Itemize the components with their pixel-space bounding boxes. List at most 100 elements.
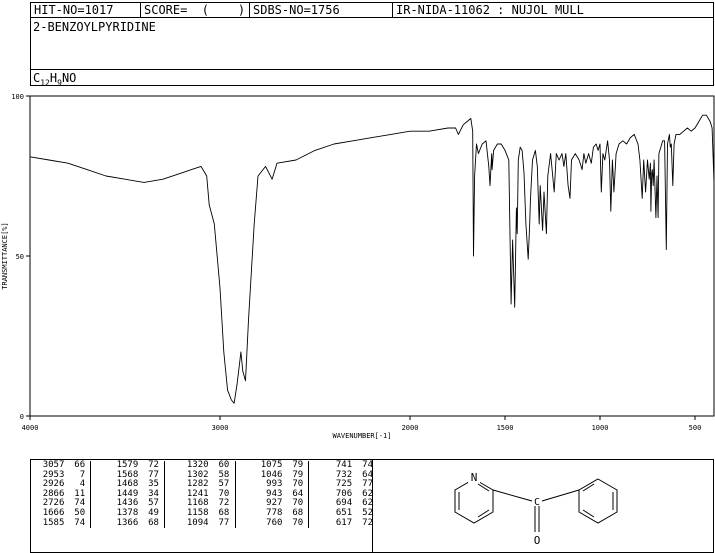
peak-wavenumber: 1241 [186,488,209,499]
peak-transmittance: 57 [148,498,159,509]
peak-wavenumber: 1585 [42,517,65,528]
peak-transmittance: 72 [218,498,230,509]
peak-table-row: 1666 50 1378 49 1158 68 778 68 651 52 [30,507,373,519]
peak-table-separator [229,499,236,509]
peak-transmittance: 77 [362,479,373,490]
sdbs-number: SDBS-NO=1756 [253,3,340,17]
peak-wavenumber: 2866 [42,488,65,499]
peak-table-separator [303,480,310,490]
peak-wavenumber: 1378 [116,507,139,518]
plot-frame [29,95,715,417]
peak-transmittance: 64 [362,469,373,480]
peak-table-separator [85,518,92,529]
peak-transmittance: 57 [218,479,230,490]
peak-wavenumber: 1282 [186,479,209,490]
peak-wavenumber: 1094 [186,517,209,528]
peak-wavenumber: 1075 [260,460,283,470]
header-bar [30,2,714,18]
peak-table-separator [85,470,92,481]
peak-wavenumber: 1449 [116,488,139,499]
carbon-label: C [534,497,540,508]
x-tick-label-500: 500 [689,424,702,432]
peak-transmittance: 58 [218,469,230,480]
peak-table-separator [158,518,166,529]
peak-transmittance: 72 [362,517,373,528]
y-tick-label-100: 100 [11,93,24,101]
x-tick-label-2000: 2000 [402,424,419,432]
peak-table-separator [158,461,166,471]
ir-spectrum-chart: 4000 3000 2000 1500 1000 500 0 50 100 WAVENUMBER[… [1,93,715,440]
peak-transmittance: 60 [218,460,230,470]
peak-transmittance: 62 [362,488,373,499]
formula-box [30,69,714,86]
compound-name: 2-BENZOYLPYRIDINE [33,20,156,34]
peak-table-separator [303,499,310,509]
peak-wavenumber: 1666 [42,507,65,518]
header-divider-1 [140,2,141,18]
peak-wavenumber: 760 [266,517,283,528]
score: SCORE= ( ) [144,3,246,17]
peak-transmittance: 74 [362,460,373,470]
peak-wavenumber: 1320 [186,460,209,470]
x-tick-label-1500: 1500 [497,424,514,432]
peak-transmittance: 72 [148,460,159,470]
peak-table-row: 2866 11 1449 34 1241 70 943 64 706 62 [30,488,373,500]
peak-table-row: 2953 7 1568 77 1302 58 1046 79 732 64 [30,469,373,481]
peak-table-separator [85,489,92,500]
peak-table-separator [85,461,92,471]
header-divider-2 [249,2,250,18]
peak-table-separator [229,480,236,490]
peak-wavenumber: 2726 [42,498,65,509]
peak-transmittance: 11 [74,488,86,499]
peak-table-separator [303,508,310,519]
y-axis-label: TRANSMITTANCE[%] [1,222,9,289]
peak-transmittance: 68 [148,517,159,528]
peak-table-separator [85,499,92,509]
peak-wavenumber: 1046 [260,469,283,480]
peak-wavenumber: 1468 [116,479,139,490]
peak-transmittance: 4 [79,479,86,490]
peak-table-separator [158,499,166,509]
peak-transmittance: 74 [74,498,86,509]
peak-wavenumber: 778 [266,507,283,518]
peak-transmittance: 66 [74,460,86,470]
peak-transmittance: 68 [218,507,230,518]
peak-transmittance: 77 [148,469,159,480]
peak-table-separator [303,470,310,481]
peak-table: 3057 66 1579 72 1320 60 1075 79 741 74 2953 7 1568 77… [30,460,373,529]
peak-transmittance: 74 [74,517,86,528]
pyridine-ring [454,478,494,524]
peak-wavenumber: 1436 [116,498,139,509]
peak-transmittance: 70 [292,498,304,509]
hit-number: HIT-NO=1017 [34,3,114,17]
peak-table-separator [158,489,166,500]
peak-transmittance: 7 [79,469,86,480]
peak-transmittance: 62 [362,498,373,509]
peak-table-separator [229,489,236,500]
y-tick-label-0: 0 [20,413,24,421]
header-divider-3 [392,2,393,18]
chemical-structure: N C O [454,471,618,547]
peak-wavenumber: 1168 [186,498,209,509]
peak-transmittance: 79 [292,460,304,470]
peak-table-separator [158,480,166,490]
peak-transmittance: 68 [292,507,304,518]
benzene-ring [578,478,618,524]
peak-table-separator [85,480,92,490]
peak-transmittance: 70 [292,479,304,490]
peak-wavenumber: 1579 [116,460,139,470]
x-tick-label-3000: 3000 [212,424,229,432]
peak-table-separator [303,461,310,471]
peak-table-separator [85,508,92,519]
molecular-formula: C12H9NO [33,71,77,88]
peak-wavenumber: 993 [266,479,283,490]
peak-wavenumber: 1366 [116,517,139,528]
x-tick-label-4000: 4000 [22,424,39,432]
peak-transmittance: 70 [218,488,230,499]
peak-transmittance: 50 [74,507,86,518]
peak-table-row: 2726 74 1436 57 1168 72 927 70 694 62 [30,499,373,509]
x-axis-label: WAVENUMBER[-1] [332,432,391,440]
peak-transmittance: 35 [148,479,159,490]
peak-transmittance: 52 [362,507,373,518]
peak-table-separator [158,508,166,519]
